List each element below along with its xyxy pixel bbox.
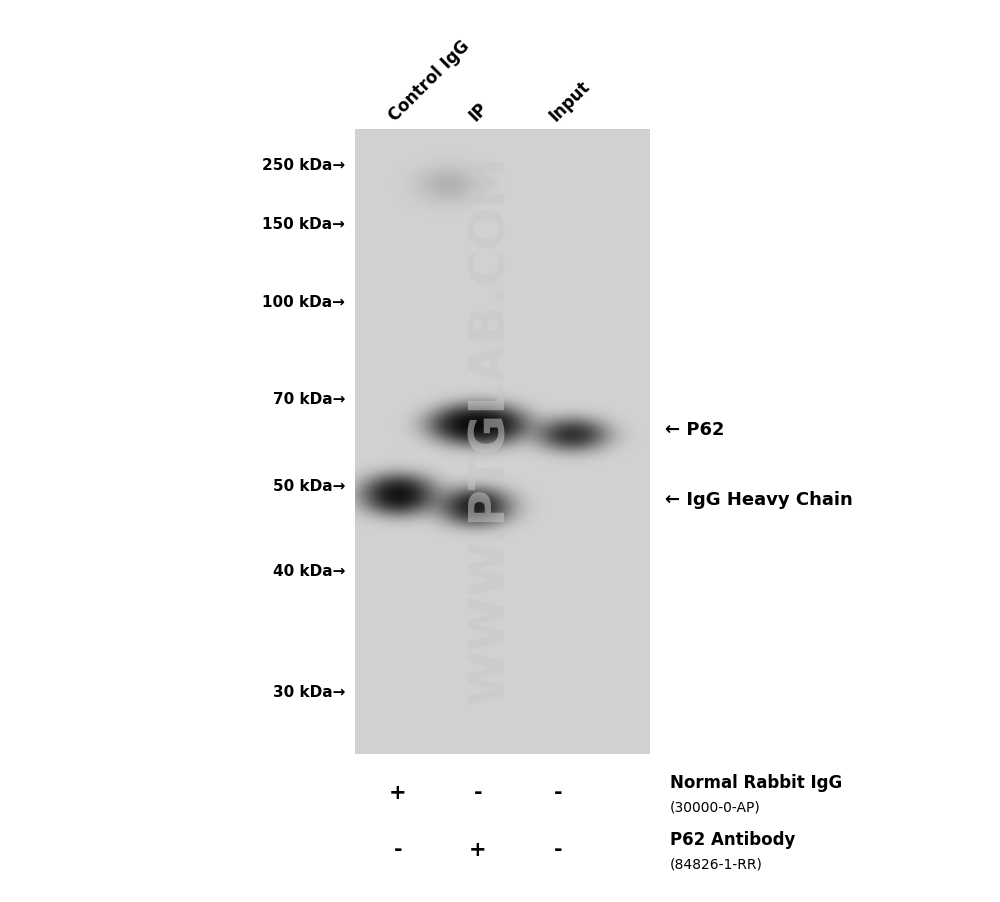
Text: -: - bbox=[394, 839, 402, 859]
Text: -: - bbox=[554, 839, 562, 859]
Bar bbox=[355, 130, 650, 754]
Text: Control IgG: Control IgG bbox=[385, 37, 473, 124]
Text: 100 kDa→: 100 kDa→ bbox=[262, 295, 345, 310]
Text: 40 kDa→: 40 kDa→ bbox=[273, 564, 345, 579]
Text: +: + bbox=[469, 839, 487, 859]
Text: ← P62: ← P62 bbox=[665, 420, 724, 438]
Text: Normal Rabbit IgG: Normal Rabbit IgG bbox=[670, 773, 842, 791]
Text: 30 kDa→: 30 kDa→ bbox=[273, 685, 345, 700]
Text: WWW.PTGLAB.COM: WWW.PTGLAB.COM bbox=[466, 155, 514, 704]
Text: -: - bbox=[474, 782, 482, 802]
Text: +: + bbox=[389, 782, 407, 802]
Text: 70 kDa→: 70 kDa→ bbox=[273, 392, 345, 407]
Text: -: - bbox=[554, 782, 562, 802]
Text: (30000-0-AP): (30000-0-AP) bbox=[670, 800, 761, 815]
Text: 250 kDa→: 250 kDa→ bbox=[262, 157, 345, 172]
Text: 150 kDa→: 150 kDa→ bbox=[262, 217, 345, 232]
Text: Input: Input bbox=[545, 78, 593, 124]
Text: (84826-1-RR): (84826-1-RR) bbox=[670, 857, 763, 871]
Text: P62 Antibody: P62 Antibody bbox=[670, 830, 795, 848]
Text: IP: IP bbox=[465, 99, 491, 124]
Text: 50 kDa→: 50 kDa→ bbox=[273, 479, 345, 494]
Text: ← IgG Heavy Chain: ← IgG Heavy Chain bbox=[665, 491, 853, 509]
